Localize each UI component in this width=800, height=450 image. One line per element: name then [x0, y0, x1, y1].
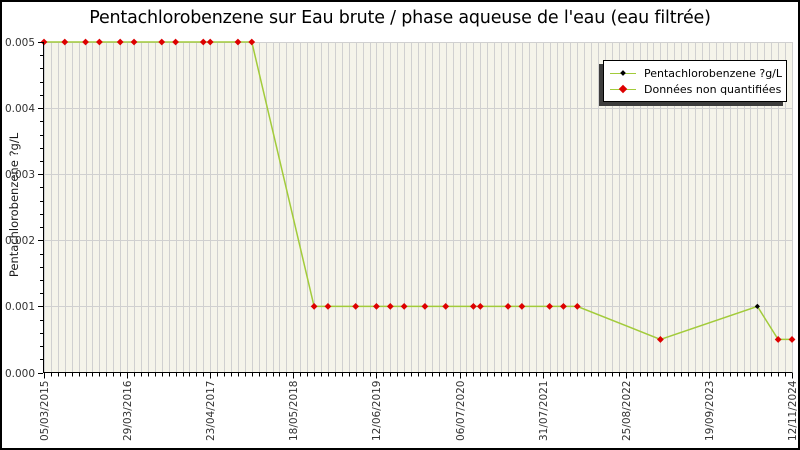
- data-point-non-quantified: [206, 38, 214, 46]
- legend-item-non-quantifiees: Données non quantifiées: [610, 81, 782, 97]
- data-point-non-quantified: [573, 303, 581, 310]
- data-point-non-quantified: [82, 38, 89, 46]
- x-tick-label: 18/05/2018: [288, 381, 300, 442]
- legend-nonquantified-marker-icon: [610, 84, 636, 94]
- data-point-non-quantified: [774, 336, 782, 343]
- data-point-non-quantified: [657, 336, 664, 343]
- data-point-non-quantified: [310, 303, 318, 310]
- y-tick-label: 0.003: [5, 169, 35, 181]
- x-tick-label: 23/04/2017: [205, 381, 217, 442]
- data-point-non-quantified: [158, 38, 166, 46]
- data-point-non-quantified: [352, 303, 360, 310]
- legend-label: Pentachlorobenzene ?g/L: [644, 66, 783, 80]
- x-tick-label: 25/08/2022: [621, 381, 633, 442]
- x-tick-label: 12/11/2024: [787, 380, 799, 441]
- x-tick-label: 05/03/2015: [39, 381, 51, 442]
- y-tick-label: 0.000: [5, 368, 35, 380]
- data-point-non-quantified: [546, 303, 553, 310]
- data-point-non-quantified: [199, 38, 207, 46]
- data-point-non-quantified: [560, 303, 567, 310]
- x-tick-label: 31/07/2021: [538, 381, 550, 442]
- data-point-non-quantified: [386, 303, 394, 310]
- data-point-non-quantified: [504, 303, 512, 310]
- data-point-non-quantified: [518, 303, 526, 310]
- legend-item-pentachlorobenzene: Pentachlorobenzene ?g/L: [610, 65, 783, 81]
- legend-box: Pentachlorobenzene ?g/L Données non quan…: [603, 60, 787, 102]
- y-tick-label: 0.001: [5, 301, 35, 313]
- data-point-non-quantified: [373, 303, 380, 310]
- x-tick-label: 19/09/2023: [704, 381, 716, 442]
- data-point-non-quantified: [400, 303, 408, 310]
- data-point-non-quantified: [470, 303, 477, 310]
- red-diamond-icon: [618, 84, 628, 94]
- data-point-non-quantified: [324, 303, 332, 310]
- data-point-non-quantified: [130, 38, 138, 46]
- x-tick-label: 06/07/2020: [455, 381, 467, 442]
- data-point-non-quantified: [172, 38, 179, 46]
- data-point-non-quantified: [421, 303, 429, 310]
- data-point-non-quantified: [234, 38, 242, 46]
- data-point-non-quantified: [61, 38, 69, 46]
- y-tick-label: 0.002: [5, 235, 35, 247]
- data-point-non-quantified: [442, 303, 450, 310]
- chart-title: Pentachlorobenzene sur Eau brute / phase…: [89, 8, 711, 28]
- data-point-non-quantified: [248, 38, 256, 46]
- legend-quantified-marker-icon: [610, 68, 636, 78]
- y-tick-label: 0.004: [5, 103, 35, 115]
- y-tick-label: 0.005: [5, 37, 35, 49]
- x-tick-label: 29/03/2016: [122, 380, 134, 441]
- x-tick-label: 12/06/2019: [371, 381, 383, 442]
- data-point-non-quantified: [788, 336, 796, 343]
- black-diamond-icon: [620, 70, 626, 76]
- data-point-non-quantified: [116, 38, 124, 46]
- data-point-non-quantified: [476, 303, 484, 310]
- data-point-quantified: [754, 303, 760, 309]
- legend-label: Données non quantifiées: [644, 82, 782, 96]
- data-point-non-quantified: [96, 38, 103, 46]
